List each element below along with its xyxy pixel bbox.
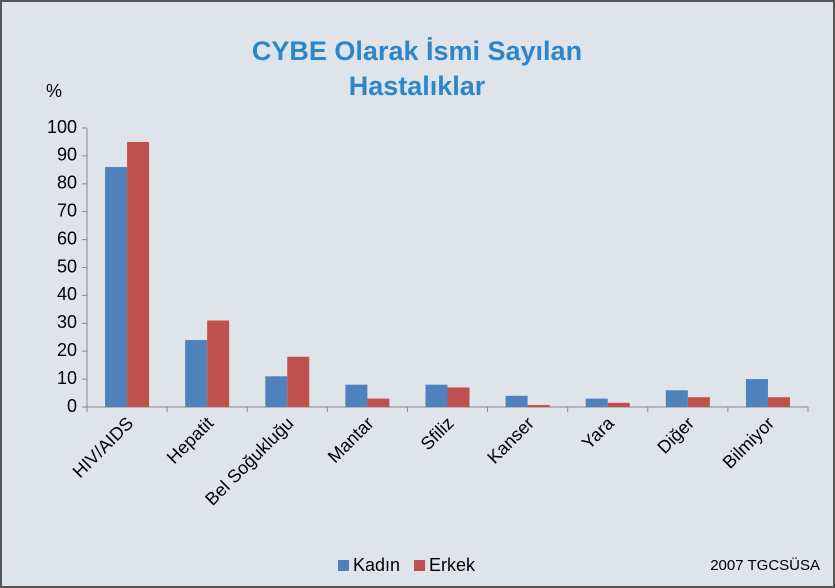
bar xyxy=(447,387,470,407)
bar xyxy=(505,395,528,407)
legend-label: Erkek xyxy=(429,555,476,575)
bar xyxy=(265,376,288,407)
bar xyxy=(425,384,448,407)
annotation: 2007 TGCSÜSA xyxy=(710,556,820,574)
bar xyxy=(207,320,230,407)
y-tick-label: 0 xyxy=(67,396,77,416)
bar xyxy=(105,167,128,407)
legend-label: Kadın xyxy=(353,555,400,575)
y-tick-label: 50 xyxy=(57,256,77,276)
y-tick-label: 60 xyxy=(57,228,77,248)
bar xyxy=(185,340,208,407)
bar xyxy=(585,398,608,407)
bar xyxy=(665,390,688,407)
y-tick-label: 80 xyxy=(57,173,77,193)
bar xyxy=(527,405,550,407)
y-tick-label: 70 xyxy=(57,200,77,220)
chart-title: CYBE Olarak İsmi Sayılan Hastalıklar xyxy=(251,36,583,101)
bar xyxy=(767,397,790,407)
y-tick-label: 10 xyxy=(57,368,77,388)
bar xyxy=(607,402,630,407)
bar xyxy=(367,398,390,407)
bar xyxy=(287,356,310,407)
y-tick-label: 30 xyxy=(57,312,77,332)
y-tick-label: 100 xyxy=(47,117,77,137)
legend-swatch xyxy=(338,560,349,571)
y-tick-label: 90 xyxy=(57,145,77,165)
bar xyxy=(345,384,368,407)
bar xyxy=(687,397,710,407)
legend-swatch xyxy=(414,560,426,571)
y-axis-label: % xyxy=(46,81,62,101)
bar xyxy=(127,141,150,407)
y-tick-label: 40 xyxy=(57,284,77,304)
bar xyxy=(745,379,768,407)
y-tick-label: 20 xyxy=(57,340,77,360)
